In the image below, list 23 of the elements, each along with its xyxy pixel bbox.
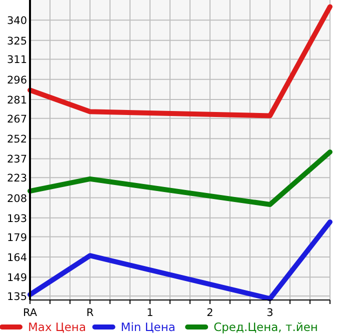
legend-label: Min Цена — [120, 320, 176, 334]
legend-label: Сред.Цена, т.йен — [214, 320, 318, 334]
y-tick-label: 311 — [6, 54, 27, 66]
x-tick-label: RA — [22, 307, 38, 319]
legend-label: Max Цена — [28, 320, 86, 334]
y-tick-label: 164 — [6, 252, 28, 264]
x-tick-label: R — [86, 307, 94, 319]
y-tick-label: 237 — [6, 154, 27, 166]
x-tick-label: 3 — [266, 307, 274, 319]
y-tick-label: 135 — [6, 290, 27, 303]
y-tick-label: 149 — [6, 272, 27, 284]
y-tick-label: 252 — [6, 134, 27, 146]
y-tick-label: 340 — [6, 15, 27, 28]
y-tick-label: 267 — [6, 113, 27, 126]
y-tick-label: 193 — [6, 212, 27, 225]
y-tick-label: 208 — [6, 192, 27, 205]
y-tick-label: 223 — [6, 172, 27, 185]
y-tick-label: 296 — [6, 74, 28, 86]
y-tick-label: 179 — [6, 232, 27, 244]
y-tick-label: 281 — [6, 94, 27, 107]
x-tick-label: 2 — [206, 307, 214, 319]
y-tick-label: 325 — [6, 35, 27, 48]
x-tick-label: 1 — [146, 307, 154, 319]
